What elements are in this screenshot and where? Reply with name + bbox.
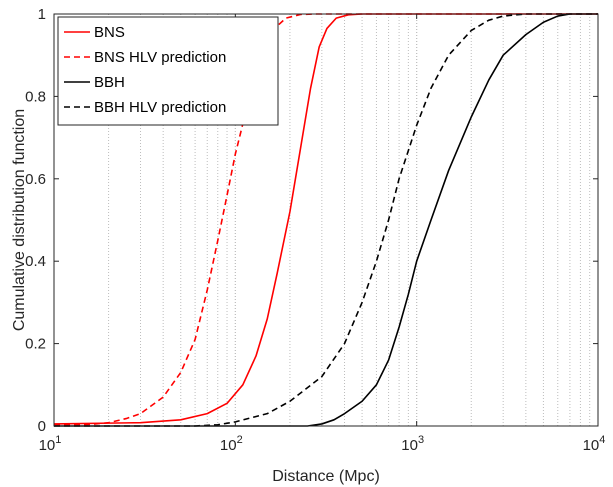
legend: BNS BNS HLV prediction BBH BBH HLV predicti… <box>57 16 279 126</box>
series-line-3 <box>54 13 598 427</box>
legend-box <box>57 16 279 126</box>
x-tick-label: 104 <box>583 434 606 454</box>
x-tick-label: 103 <box>401 434 424 454</box>
series-line-2 <box>53 13 598 426</box>
legend-label-1: BNS <box>94 24 125 41</box>
plot-frame <box>53 13 599 427</box>
y-tick-label: 0.8 <box>25 88 46 105</box>
legend-label-2: BNS HLV prediction <box>94 49 226 66</box>
series-line-1 <box>53 13 598 425</box>
y-tick-label: 1 <box>38 6 46 23</box>
x-tick-label: 102 <box>220 434 243 454</box>
y-tick-label: 0.2 <box>25 336 46 353</box>
x-axis-label: Distance (Mpc) <box>272 468 380 485</box>
y-tick-label: 0.6 <box>25 171 46 188</box>
legend-label-4: BBH HLV prediction <box>94 99 226 116</box>
y-tick-label: 0.4 <box>25 253 46 270</box>
legend-label-3: BBH <box>94 74 125 91</box>
y-axis-label: Cumulative distribution function <box>11 109 28 331</box>
axis-ticks: 101 102 103 104 0 0.2 0.4 0.6 0.8 1 <box>25 6 605 454</box>
series-lines <box>53 13 598 427</box>
y-tick-label: 0 <box>38 418 46 435</box>
x-tick-label: 101 <box>39 434 62 454</box>
series-line-4 <box>54 13 598 427</box>
